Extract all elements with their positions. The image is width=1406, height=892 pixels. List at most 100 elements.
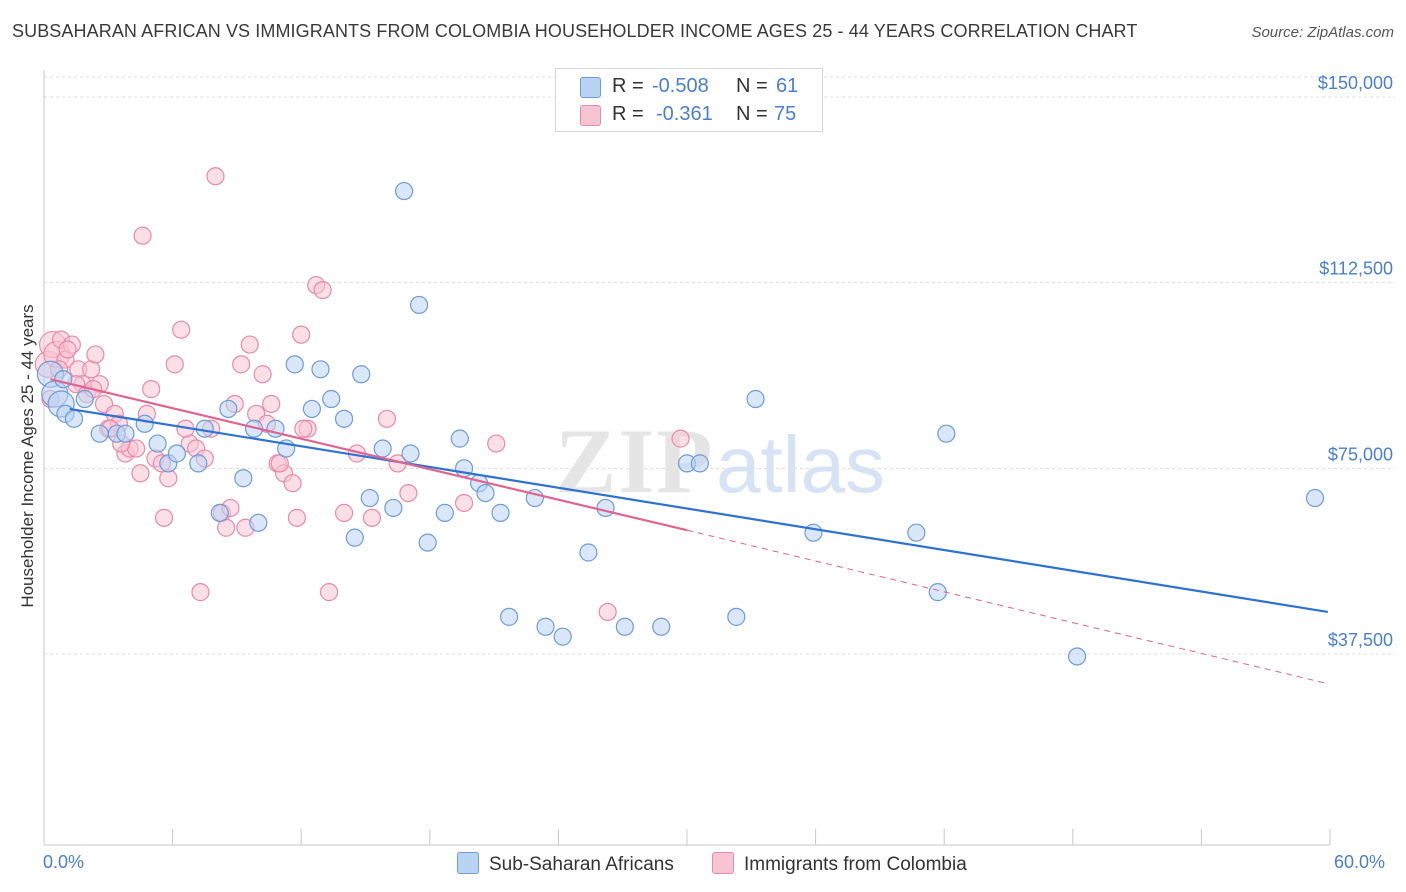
- n-value: 75: [774, 103, 797, 125]
- point-subsaharan: [409, 295, 429, 315]
- trend-colombia-extrapolated: [686, 529, 1328, 685]
- source-label: Source: ZipAtlas.com: [1251, 24, 1394, 41]
- point-subsaharan: [219, 399, 238, 419]
- point-subsaharan: [116, 424, 135, 443]
- data-points: [34, 167, 1325, 666]
- point-colombia: [399, 483, 418, 503]
- point-subsaharan: [450, 429, 469, 448]
- point-subsaharan: [135, 414, 154, 433]
- r-value: -0.508: [652, 75, 709, 97]
- trend-colombia: [50, 378, 688, 532]
- y-tick-label: $150,000: [1318, 73, 1393, 93]
- y-tick-label: $37,500: [1328, 630, 1393, 650]
- n-value: 61: [776, 75, 799, 97]
- axes: [43, 70, 1331, 846]
- point-subsaharan: [302, 399, 322, 419]
- point-colombia: [313, 280, 332, 300]
- pink-swatch-icon: [580, 105, 601, 126]
- pink-swatch-icon: [712, 852, 734, 874]
- point-subsaharan: [536, 617, 555, 636]
- point-subsaharan: [285, 355, 304, 374]
- point-colombia: [154, 508, 174, 527]
- point-subsaharan: [322, 389, 341, 409]
- point-subsaharan: [189, 454, 208, 473]
- point-subsaharan: [435, 503, 454, 522]
- point-colombia: [292, 325, 311, 344]
- y-tick-label: $112,500: [1319, 259, 1393, 279]
- watermark-atlas: atlas: [716, 420, 885, 509]
- point-subsaharan: [596, 498, 615, 518]
- point-subsaharan: [476, 483, 495, 503]
- point-colombia: [487, 434, 506, 453]
- point-colombia: [127, 439, 146, 458]
- point-subsaharan: [167, 444, 186, 463]
- point-subsaharan: [401, 444, 420, 463]
- stats-legend: R = -0.508 N = 61 R = -0.361 N = 75: [555, 68, 823, 132]
- y-axis-label: Householder Income Ages 25 - 44 years: [18, 304, 37, 608]
- chart-title: SUBSAHARAN AFRICAN VS IMMIGRANTS FROM CO…: [12, 21, 1138, 41]
- point-subsaharan: [553, 627, 572, 646]
- n-label: N =: [736, 103, 768, 125]
- n-label: N =: [736, 75, 768, 97]
- point-subsaharan: [334, 409, 354, 428]
- tick-labels: $37,500 $75,000 $112,500 $150,000: [1318, 73, 1393, 650]
- legend-item-subsaharan: Sub-Saharan Africans: [457, 852, 674, 876]
- point-subsaharan: [1067, 647, 1087, 666]
- point-colombia: [191, 583, 210, 602]
- point-colombia: [142, 380, 161, 399]
- point-colombia: [58, 340, 77, 359]
- point-colombia: [294, 419, 313, 438]
- point-subsaharan: [579, 543, 598, 562]
- point-colombia: [598, 602, 617, 622]
- point-colombia: [262, 394, 281, 414]
- point-subsaharan: [690, 454, 709, 473]
- point-subsaharan: [907, 523, 926, 542]
- point-colombia: [283, 474, 302, 493]
- point-subsaharan: [746, 389, 765, 409]
- point-subsaharan: [64, 409, 84, 428]
- x-tick-min: 0.0%: [43, 852, 85, 872]
- point-subsaharan: [345, 528, 364, 547]
- watermark: ZIP atlas: [555, 410, 885, 512]
- r-value: -0.361: [656, 103, 713, 125]
- point-colombia: [253, 365, 272, 384]
- point-colombia: [377, 409, 397, 428]
- blue-swatch-icon: [457, 852, 479, 874]
- point-subsaharan: [491, 503, 510, 522]
- point-subsaharan: [373, 439, 392, 458]
- legend-label-colombia: Immigrants from Colombia: [744, 854, 967, 875]
- point-colombia: [232, 355, 251, 374]
- point-subsaharan: [500, 607, 519, 626]
- blue-swatch-icon: [580, 77, 601, 98]
- r-label: R =: [612, 103, 644, 125]
- point-subsaharan: [394, 181, 414, 201]
- point-colombia: [240, 335, 259, 354]
- x-tick-max: 60.0%: [1334, 852, 1386, 872]
- legend-label-subsaharan: Sub-Saharan Africans: [489, 854, 674, 875]
- point-colombia: [334, 503, 354, 522]
- point-subsaharan: [937, 424, 956, 443]
- point-colombia: [671, 429, 690, 448]
- point-colombia: [133, 226, 152, 245]
- point-subsaharan: [804, 523, 823, 542]
- point-subsaharan: [210, 503, 229, 522]
- point-subsaharan: [418, 533, 437, 552]
- point-subsaharan: [652, 617, 671, 636]
- legend-row-colombia: R = -0.361 N = 75: [556, 100, 822, 128]
- point-colombia: [131, 464, 150, 483]
- point-subsaharan: [90, 424, 109, 443]
- trend-lines: [50, 378, 1329, 685]
- legend-row-subsaharan: R = -0.508 N = 61: [556, 72, 822, 100]
- point-colombia: [287, 508, 307, 527]
- point-colombia: [454, 493, 474, 513]
- point-colombia: [172, 320, 191, 339]
- point-subsaharan: [384, 498, 403, 518]
- point-subsaharan: [311, 360, 330, 379]
- point-colombia: [362, 508, 382, 527]
- point-subsaharan: [234, 469, 253, 488]
- point-subsaharan: [75, 389, 94, 409]
- point-colombia: [165, 355, 184, 374]
- point-subsaharan: [352, 365, 371, 384]
- trend-subsaharan: [69, 407, 1329, 614]
